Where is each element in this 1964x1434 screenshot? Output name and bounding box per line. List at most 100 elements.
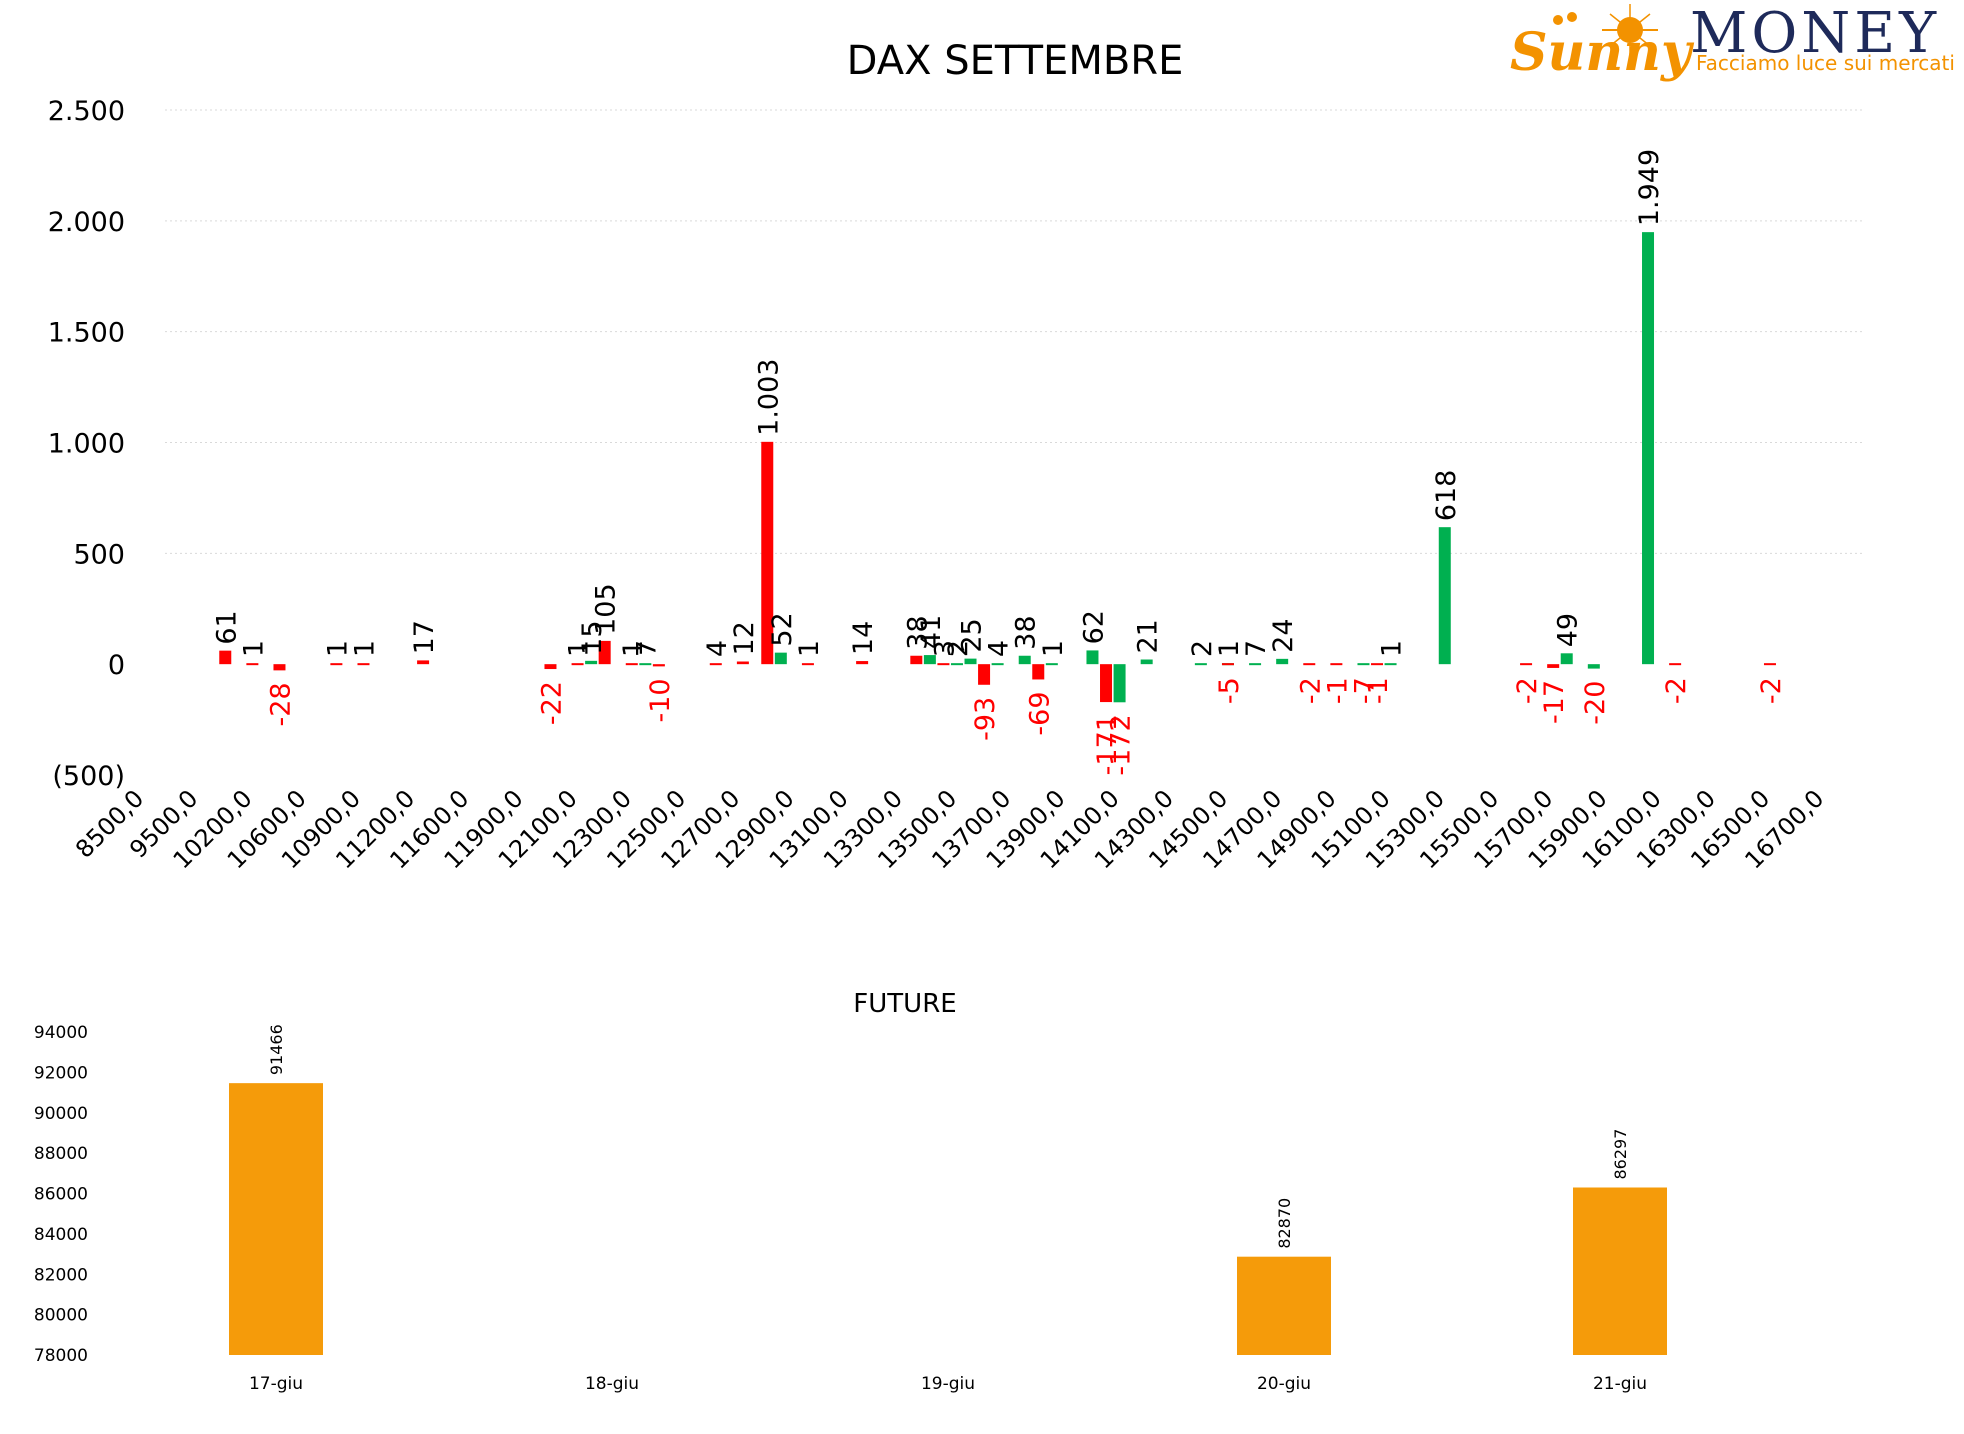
- dax-x-axis: 8500,09500,010200,010600,010900,011200,0…: [70, 784, 1829, 874]
- dax-bar: [937, 663, 950, 666]
- dax-data-label: 41: [916, 615, 947, 649]
- dax-data-label: 1.003: [753, 359, 784, 436]
- dax-bar: [801, 663, 814, 666]
- future-x-tick-label: 20-giu: [1257, 1374, 1311, 1394]
- dax-data-label: -10: [645, 678, 676, 722]
- dax-y-tick-label: 2.500: [48, 96, 125, 127]
- dax-data-label: -171: [1092, 714, 1123, 775]
- dax-bar: [923, 655, 936, 665]
- dax-bar: [1303, 663, 1316, 666]
- dax-bar: [856, 661, 869, 665]
- dax-bar: [273, 664, 286, 671]
- dax-bar: [544, 664, 557, 670]
- dax-bar: [1587, 664, 1600, 669]
- dax-bar: [417, 660, 430, 665]
- dax-bar: [1140, 659, 1153, 665]
- dax-data-label: -172: [1106, 714, 1137, 775]
- future-bar: [1237, 1256, 1331, 1355]
- dax-data-label: -69: [1024, 691, 1055, 735]
- dax-data-label: 7: [631, 640, 662, 657]
- dax-data-label: 15: [577, 620, 608, 654]
- dax-data-label: 4: [702, 640, 733, 657]
- dax-bar: [1560, 653, 1573, 665]
- dax-data-label: 52: [767, 612, 798, 646]
- dax-bar: [1276, 658, 1289, 665]
- logo-tagline: Facciamo luce sui mercati: [1696, 51, 1955, 75]
- dax-data-label: 21: [1133, 619, 1164, 653]
- dax-data-label: -20: [1580, 681, 1611, 725]
- future-y-axis: 78000 80000 82000 84000 86000 88000 90000 92000…: [34, 1023, 88, 1366]
- future-y-tick-label: 90000: [34, 1104, 88, 1124]
- dax-gridlines: [165, 109, 1865, 554]
- dax-bar: [571, 663, 584, 666]
- dax-data-label: 38: [902, 615, 933, 649]
- dax-bar: [1018, 655, 1031, 665]
- dax-bar: [1086, 650, 1099, 665]
- dax-bar: [1371, 663, 1384, 666]
- dax-bar: [774, 652, 787, 665]
- dax-data-label: 7: [1241, 640, 1272, 657]
- sun-icon: [1553, 4, 1658, 56]
- future-y-tick-label: 88000: [34, 1144, 88, 1164]
- dax-y-tick-label: 1.500: [48, 318, 125, 349]
- dax-bar: [991, 663, 1004, 666]
- dax-data-label: 1: [564, 640, 595, 657]
- future-x-tick-label: 19-giu: [921, 1374, 975, 1394]
- dax-data-label: 24: [1268, 618, 1299, 652]
- future-data-label: 82870: [1275, 1198, 1294, 1249]
- dax-data-label: 17: [409, 620, 440, 654]
- dax-bar: [1438, 527, 1451, 665]
- dax-bar: [1032, 664, 1045, 680]
- dax-data-label: -93: [970, 697, 1001, 741]
- dax-data-label: -1: [1363, 677, 1394, 704]
- future-y-tick-label: 92000: [34, 1063, 88, 1083]
- sunny-money-logo: Sunny MONEY Facciamo luce sui mercati: [1510, 1, 1955, 83]
- future-data-label: 86297: [1611, 1129, 1630, 1180]
- dax-data-label: 4: [984, 640, 1015, 657]
- dax-y-tick-label: (500): [52, 761, 125, 792]
- dax-data-label: -28: [265, 682, 296, 726]
- future-y-tick-label: 84000: [34, 1225, 88, 1245]
- dax-data-label: 61: [211, 610, 242, 644]
- future-data-labels: 91466 82870 86297: [267, 1024, 1630, 1248]
- dax-bar: [1330, 663, 1343, 666]
- dax-bar: [1520, 663, 1533, 666]
- future-x-tick-label: 18-giu: [585, 1374, 639, 1394]
- dax-data-label: 1: [794, 640, 825, 657]
- dax-bar: [709, 663, 722, 666]
- dax-data-label: 1: [238, 640, 269, 657]
- dax-bar: [652, 664, 665, 667]
- dax-bar: [219, 650, 232, 665]
- dax-data-label: 38: [1011, 615, 1042, 649]
- dax-data-label: 1: [1038, 640, 1069, 657]
- logo-money-text: MONEY: [1690, 1, 1940, 66]
- dax-bar: [736, 661, 749, 665]
- dax-data-label: 25: [957, 618, 988, 652]
- dax-bar: [910, 655, 923, 665]
- future-x-axis: 17-giu 18-giu 19-giu 20-giu 21-giu: [249, 1374, 1647, 1394]
- dax-bar: [246, 663, 259, 666]
- dax-data-label: 1: [1377, 640, 1408, 657]
- dax-bar: [598, 640, 611, 665]
- dax-data-label: 1: [618, 640, 649, 657]
- dax-data-label: -22: [536, 681, 567, 725]
- dax-bar: [1194, 663, 1207, 666]
- dax-data-label: 2: [1187, 640, 1218, 657]
- future-chart: FUTURE 78000 80000 82000 84000 86000 88000 900…: [34, 989, 1667, 1394]
- dax-data-label: 62: [1078, 610, 1109, 644]
- dax-bars: [219, 232, 1776, 703]
- dax-y-tick-label: 500: [73, 539, 125, 570]
- dax-y-tick-label: 1.000: [48, 429, 125, 460]
- dax-chart: DAX SETTEMBRE (500) 0 500 1.000 1.500 2.000 2.…: [48, 38, 1865, 874]
- future-y-tick-label: 86000: [34, 1185, 88, 1205]
- dax-data-label: -5: [1214, 677, 1245, 704]
- dax-bar: [330, 663, 343, 666]
- dax-data-label: 3: [929, 640, 960, 657]
- dax-bar: [950, 663, 963, 666]
- logo-sunny-text: Sunny: [1510, 22, 1695, 83]
- dax-data-label: 618: [1431, 470, 1462, 522]
- future-x-tick-label: 21-giu: [1593, 1374, 1647, 1394]
- dax-bar: [1100, 664, 1113, 703]
